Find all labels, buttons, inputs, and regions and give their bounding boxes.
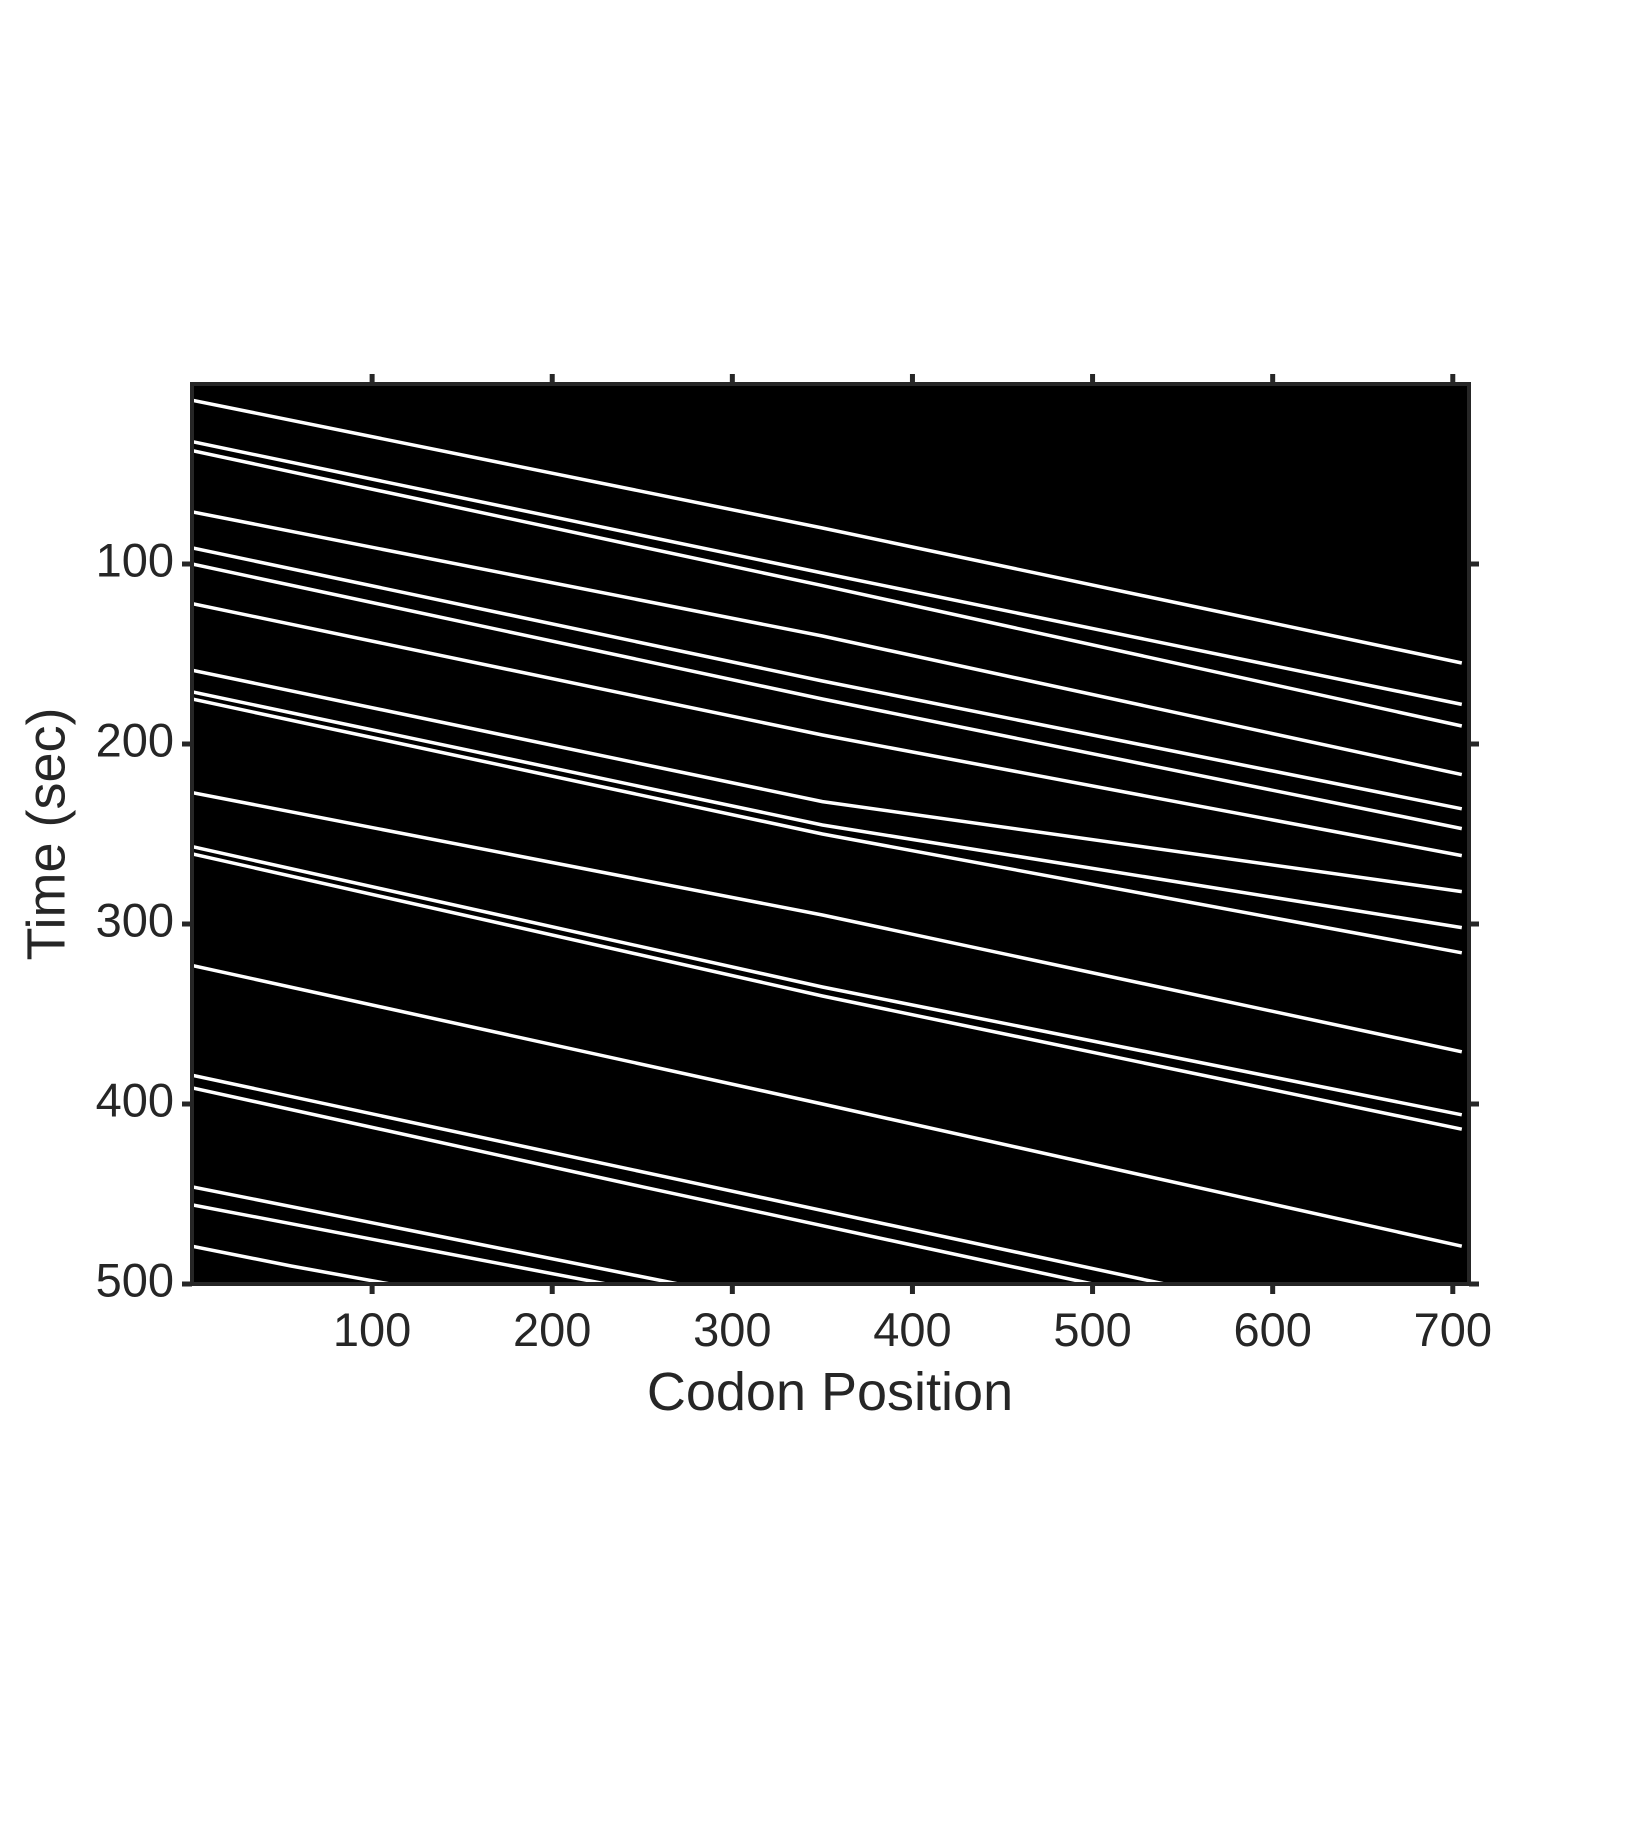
y-tick-label: 100: [96, 533, 174, 586]
trajectory: [192, 510, 1463, 777]
trajectory: [192, 1073, 1165, 1284]
trajectory: [192, 1185, 679, 1284]
x-tick-label: 600: [1233, 1303, 1311, 1356]
trajectory: [192, 448, 1463, 728]
trajectory: [192, 601, 1463, 858]
trajectory: [192, 398, 1463, 665]
y-tick-label: 200: [96, 713, 174, 766]
y-tick-label: 400: [96, 1073, 174, 1126]
y-tick-label: 300: [96, 893, 174, 946]
x-tick-label: 300: [693, 1303, 771, 1356]
trajectory: [192, 790, 1463, 1054]
x-tick-label: 100: [333, 1303, 411, 1356]
trajectory: [192, 439, 1463, 707]
trajectory: [192, 546, 1463, 811]
x-tick-label: 500: [1053, 1303, 1131, 1356]
x-tick-label: 700: [1414, 1303, 1492, 1356]
x-tick-label: 200: [513, 1303, 591, 1356]
trajectory: [192, 963, 1463, 1248]
trajectory: [192, 844, 1463, 1117]
trajectory: [192, 690, 1463, 930]
y-axis-title: Time (sec): [16, 708, 76, 961]
x-axis-title: Codon Position: [647, 1362, 1013, 1422]
trajectory: [192, 668, 1463, 894]
plot-frame: [190, 382, 1471, 1286]
x-tick-label: 400: [873, 1303, 951, 1356]
trajectories: [192, 398, 1463, 1284]
trajectory: [192, 562, 1463, 831]
y-tick-label: 500: [96, 1253, 174, 1306]
trajectory: [192, 852, 1463, 1131]
trajectory: [192, 1203, 607, 1284]
trajectory: [192, 1086, 1093, 1284]
trajectory: [192, 697, 1463, 955]
trajectory: [192, 1244, 391, 1284]
